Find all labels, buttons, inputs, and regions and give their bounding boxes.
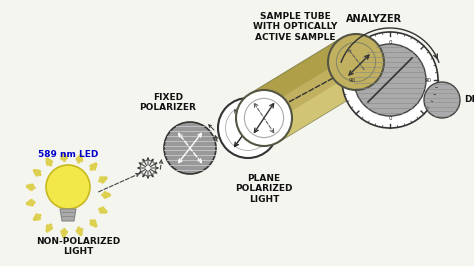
Circle shape — [218, 98, 278, 158]
Circle shape — [164, 122, 216, 174]
Text: NON-POLARIZED
LIGHT: NON-POLARIZED LIGHT — [36, 237, 120, 256]
Circle shape — [46, 165, 90, 209]
Text: DETECTOR: DETECTOR — [464, 95, 474, 105]
Text: SAMPLE TUBE
WITH OPTICALLY
ACTIVE SAMPLE: SAMPLE TUBE WITH OPTICALLY ACTIVE SAMPLE — [253, 12, 337, 42]
Circle shape — [342, 32, 438, 128]
Circle shape — [354, 44, 426, 116]
Polygon shape — [249, 38, 371, 142]
Text: 0: 0 — [388, 39, 392, 44]
Circle shape — [236, 90, 292, 146]
Text: PLANE
POLARIZED
LIGHT: PLANE POLARIZED LIGHT — [235, 174, 293, 204]
Text: FIXED
POLARIZER: FIXED POLARIZER — [139, 93, 196, 112]
Text: 0: 0 — [388, 115, 392, 120]
Polygon shape — [268, 69, 371, 142]
Text: 90: 90 — [425, 77, 431, 82]
Polygon shape — [60, 209, 76, 221]
Text: ANALYZER: ANALYZER — [346, 14, 402, 24]
Circle shape — [424, 82, 460, 118]
Polygon shape — [249, 38, 352, 111]
Text: 589 nm LED: 589 nm LED — [38, 150, 98, 159]
Circle shape — [328, 34, 384, 90]
Text: 90: 90 — [348, 77, 356, 82]
